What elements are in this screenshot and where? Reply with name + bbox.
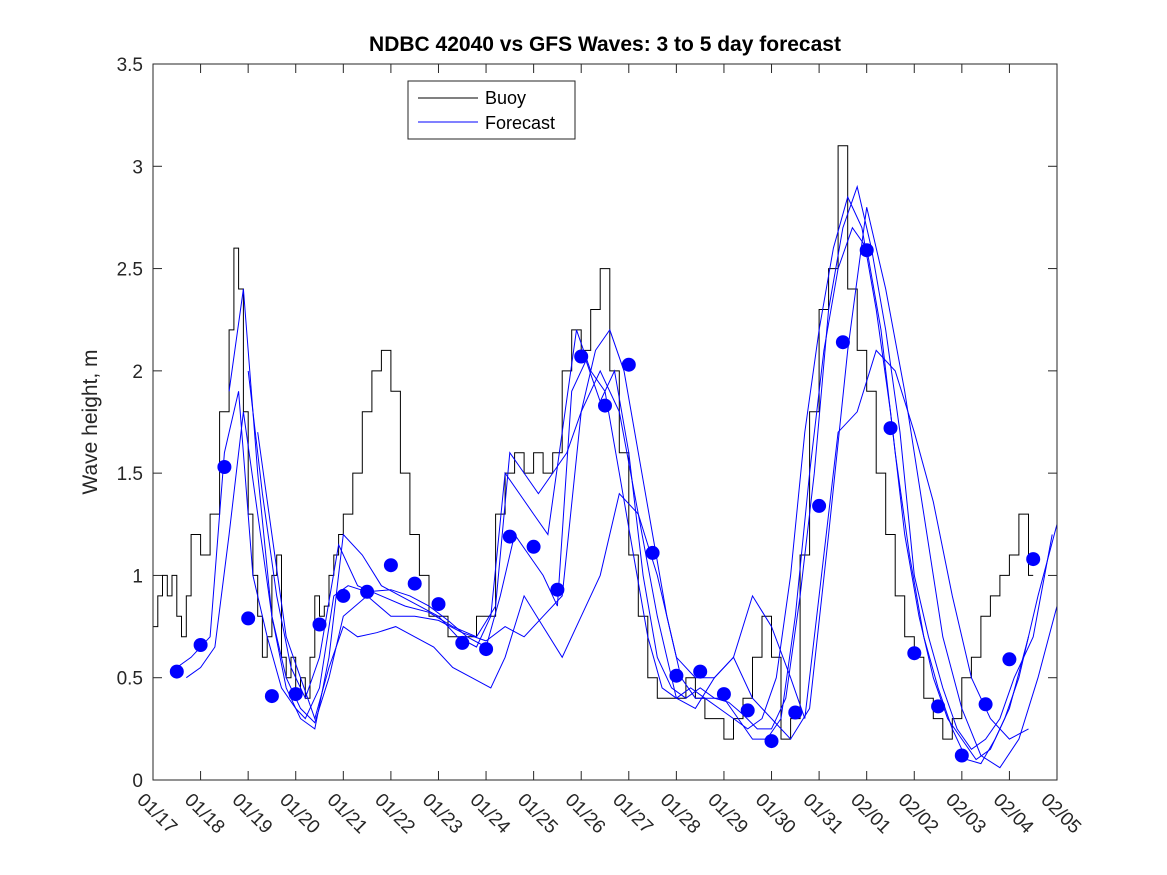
forecast-marker-point bbox=[1026, 552, 1041, 567]
y-tick-label: 2.5 bbox=[117, 260, 143, 281]
legend-buoy-label: Buoy bbox=[485, 88, 526, 108]
forecast-marker-point bbox=[241, 611, 256, 626]
forecast-marker-point bbox=[978, 697, 993, 712]
forecast-marker-point bbox=[931, 699, 946, 714]
legend: Buoy Forecast bbox=[407, 80, 576, 140]
forecast-marker-point bbox=[217, 460, 232, 474]
forecast-marker-point bbox=[455, 635, 470, 650]
y-tick-label: 2 bbox=[132, 362, 143, 383]
forecast-marker-point bbox=[264, 689, 279, 704]
y-tick-label: 0 bbox=[132, 771, 143, 792]
series-forecast-line-2 bbox=[228, 195, 1058, 761]
y-tick-layer: 0 0.5 1 1.5 2 2.5 3 3.5 bbox=[117, 55, 1057, 792]
legend-forecast-label: Forecast bbox=[485, 113, 555, 133]
series-forecast-line-5 bbox=[257, 349, 1029, 740]
forecast-marker-point bbox=[193, 638, 208, 652]
forecast-marker-point bbox=[740, 703, 755, 718]
axes-frame bbox=[152, 63, 1058, 781]
y-tick-label: 0.5 bbox=[117, 669, 143, 690]
legend-box bbox=[407, 80, 576, 140]
forecast-marker-point bbox=[502, 529, 517, 544]
forecast-marker-point bbox=[431, 597, 446, 612]
forecast-marker-point bbox=[645, 545, 660, 560]
y-tick-label: 1 bbox=[132, 566, 143, 587]
forecast-marker-point bbox=[788, 705, 803, 720]
series-forecast-line-1 bbox=[176, 184, 1053, 751]
forecast-marker-point bbox=[859, 243, 874, 258]
forecast-marker-point bbox=[288, 687, 303, 702]
chart-title: NDBC 42040 vs GFS Waves: 3 to 5 day fore… bbox=[369, 33, 841, 56]
y-tick-label: 3 bbox=[132, 157, 143, 178]
marker-layer bbox=[169, 243, 1041, 763]
forecast-marker-point bbox=[526, 539, 541, 554]
plot-area bbox=[153, 64, 1057, 780]
forecast-marker-point bbox=[812, 498, 827, 513]
forecast-marker-point bbox=[336, 588, 351, 603]
forecast-marker-point bbox=[598, 398, 612, 413]
y-tick-label: 1.5 bbox=[117, 464, 143, 485]
forecast-marker-point bbox=[669, 668, 684, 683]
forecast-marker-point bbox=[621, 357, 636, 372]
forecast-marker-point bbox=[835, 335, 850, 350]
forecast-marker-point bbox=[574, 349, 589, 364]
series-buoy-line bbox=[153, 145, 1034, 740]
forecast-marker-point bbox=[883, 421, 898, 436]
forecast-marker-point bbox=[954, 748, 969, 763]
forecast-marker-point bbox=[169, 664, 184, 679]
forecast-marker-point bbox=[907, 646, 922, 661]
axes-layer bbox=[152, 63, 1058, 781]
forecast-marker-point bbox=[550, 582, 565, 597]
forecast-marker-point bbox=[479, 642, 494, 657]
forecast-marker-point bbox=[716, 687, 731, 702]
forecast-marker-point bbox=[312, 617, 327, 632]
forecast-marker-point bbox=[383, 558, 398, 573]
y-tick-label: 3.5 bbox=[117, 55, 143, 76]
forecast-marker-point bbox=[764, 734, 779, 749]
forecast-marker-point bbox=[1002, 652, 1017, 667]
y-axis-title: Wave height, m bbox=[79, 349, 102, 494]
forecast-marker-point bbox=[360, 584, 375, 599]
forecast-marker-point bbox=[407, 576, 422, 591]
series-layer bbox=[153, 145, 1058, 769]
forecast-marker-point bbox=[693, 664, 708, 679]
